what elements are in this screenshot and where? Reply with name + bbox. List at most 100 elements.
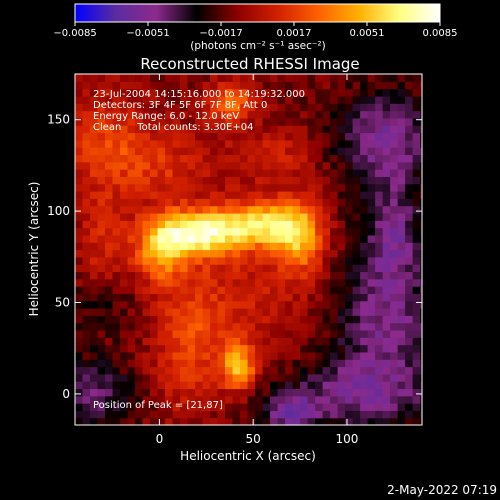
heatmap-cell — [330, 410, 339, 419]
heatmap-cell — [142, 220, 151, 229]
heatmap-cell — [210, 366, 219, 375]
heatmap-cell — [105, 403, 114, 411]
heatmap-cell — [262, 381, 271, 390]
heatmap-cell — [277, 337, 286, 346]
heatmap-cell — [420, 103, 423, 112]
heatmap-cell — [187, 183, 196, 192]
x-axis-label: Heliocentric X (arcsec) — [180, 449, 316, 463]
heatmap-cell — [360, 227, 369, 236]
heatmap-cell — [105, 234, 114, 243]
heatmap-cell — [187, 154, 196, 163]
heatmap-cell — [150, 169, 159, 177]
heatmap-cell — [345, 176, 354, 185]
heatmap-cell — [90, 132, 99, 141]
heatmap-cell — [240, 322, 249, 331]
heatmap-cell — [247, 169, 256, 177]
heatmap-cell — [397, 286, 406, 294]
heatmap-cell — [390, 161, 399, 170]
heatmap-cell — [97, 359, 106, 368]
heatmap-cell — [307, 220, 316, 229]
heatmap-cell — [142, 351, 151, 360]
heatmap-cell — [360, 161, 369, 170]
heatmap-cell — [420, 351, 423, 360]
heatmap-cell — [292, 366, 301, 375]
heatmap-cell — [360, 351, 369, 360]
heatmap-cell — [345, 410, 354, 419]
heatmap-cell — [352, 410, 361, 419]
heatmap-cell — [397, 322, 406, 331]
heatmap-cell — [315, 139, 324, 148]
heatmap-cell — [360, 103, 369, 112]
heatmap-cell — [247, 88, 256, 97]
heatmap-cell — [397, 242, 406, 251]
heatmap-cell — [270, 198, 279, 207]
heatmap-cell — [255, 212, 264, 221]
heatmap-cell — [142, 403, 151, 411]
heatmap-cell — [157, 403, 166, 411]
heatmap-cell — [127, 176, 136, 185]
heatmap-cell — [367, 366, 376, 375]
heatmap-cell — [382, 234, 391, 243]
heatmap-cell — [97, 110, 106, 119]
heatmap-cell — [240, 169, 249, 177]
heatmap-cell — [157, 315, 166, 324]
heatmap-cell — [262, 198, 271, 207]
heatmap-cell — [255, 95, 264, 104]
heatmap-cell — [202, 271, 211, 280]
heatmap-cell — [112, 117, 121, 126]
heatmap-cell — [277, 381, 286, 390]
heatmap-cell — [202, 410, 211, 419]
heatmap-cell — [217, 242, 226, 251]
heatmap-cell — [352, 234, 361, 243]
colorbar: −0.0085 −0.0051 −0.0017 0.0017 0.0051 0.0085 … — [53, 3, 458, 52]
heatmap-cell — [82, 410, 91, 419]
y-axis-label: Heliocentric Y (arcsec) — [27, 182, 41, 317]
heatmap-cell — [120, 191, 129, 199]
heatmap-cell — [255, 242, 264, 251]
heatmap-cell — [292, 264, 301, 273]
heatmap-cell — [195, 329, 204, 338]
heatmap-cell — [337, 176, 346, 185]
heatmap-cell — [210, 147, 219, 156]
heatmap-cell — [150, 403, 159, 411]
heatmap-cell — [382, 95, 391, 104]
heatmap-cell — [352, 388, 361, 397]
heatmap-cell — [360, 191, 369, 199]
heatmap-cell — [412, 388, 421, 397]
heatmap-cell — [150, 293, 159, 302]
heatmap-cell — [277, 132, 286, 141]
heatmap-cell — [180, 293, 189, 302]
heatmap-cell — [112, 410, 121, 419]
heatmap-cell — [135, 249, 144, 258]
heatmap-cell — [337, 191, 346, 199]
heatmap-cell — [240, 227, 249, 236]
heatmap-cell — [195, 337, 204, 346]
heatmap-cell — [240, 249, 249, 258]
heatmap-cell — [262, 344, 271, 353]
heatmap-cell — [337, 132, 346, 141]
heatmap-cell — [142, 132, 151, 141]
heatmap-cell — [105, 300, 114, 309]
heatmap-cell — [307, 337, 316, 346]
heatmap-cell — [375, 212, 384, 221]
heatmap-cell — [195, 264, 204, 273]
heatmap-cell — [172, 410, 181, 419]
heatmap-cell — [405, 227, 414, 236]
heatmap-cell — [345, 344, 354, 353]
heatmap-cell — [127, 212, 136, 221]
heatmap-cell — [300, 388, 309, 397]
heatmap-cell — [315, 278, 324, 287]
heatmap-cell — [247, 293, 256, 302]
heatmap-cell — [150, 337, 159, 346]
heatmap-cell — [255, 191, 264, 199]
heatmap-cell — [307, 154, 316, 163]
heatmap-cell — [210, 139, 219, 148]
heatmap-cell — [157, 366, 166, 375]
heatmap-cell — [412, 198, 421, 207]
heatmap-cell — [225, 234, 234, 243]
heatmap-cell — [307, 359, 316, 368]
heatmap-cell — [322, 388, 331, 397]
heatmap-cell — [270, 293, 279, 302]
heatmap-cell — [165, 220, 174, 229]
heatmap-cell — [127, 395, 136, 404]
